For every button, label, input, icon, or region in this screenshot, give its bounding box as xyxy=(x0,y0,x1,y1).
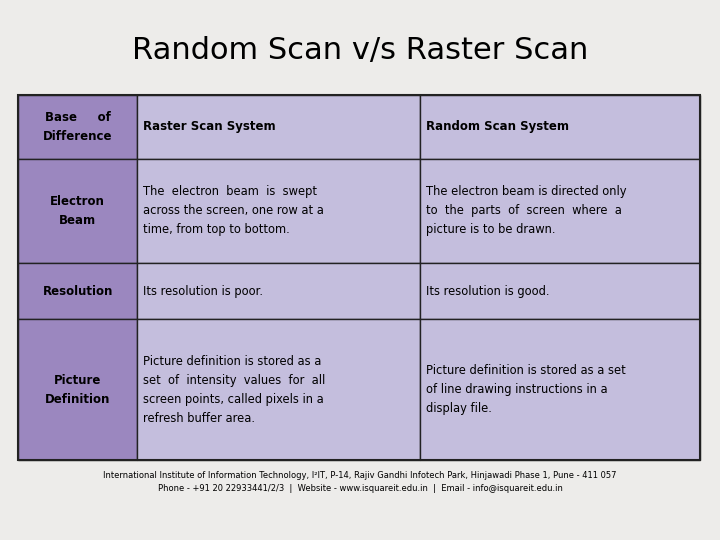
Text: Its resolution is good.: Its resolution is good. xyxy=(426,285,550,298)
Text: The electron beam is directed only
to  the  parts  of  screen  where  a
picture : The electron beam is directed only to th… xyxy=(426,185,627,237)
Text: Random Scan v/s Raster Scan: Random Scan v/s Raster Scan xyxy=(132,36,588,64)
Text: Electron
Beam: Electron Beam xyxy=(50,195,105,227)
Text: Random Scan System: Random Scan System xyxy=(426,120,570,133)
Text: Its resolution is poor.: Its resolution is poor. xyxy=(143,285,264,298)
Bar xyxy=(138,95,420,159)
Bar xyxy=(420,320,700,460)
Text: Resolution: Resolution xyxy=(42,285,113,298)
Bar xyxy=(18,320,138,460)
Bar xyxy=(18,263,138,320)
Bar xyxy=(18,95,700,460)
Bar xyxy=(420,263,700,320)
Text: Picture
Definition: Picture Definition xyxy=(45,374,110,406)
Bar xyxy=(138,320,420,460)
Text: Raster Scan System: Raster Scan System xyxy=(143,120,276,133)
Bar xyxy=(18,159,138,263)
Bar xyxy=(420,159,700,263)
Text: Base     of
Difference: Base of Difference xyxy=(43,111,112,143)
Text: Picture definition is stored as a
set  of  intensity  values  for  all
screen po: Picture definition is stored as a set of… xyxy=(143,355,325,425)
Text: International Institute of Information Technology, I²IT, P-14, Rajiv Gandhi Info: International Institute of Information T… xyxy=(103,470,617,494)
Bar xyxy=(138,263,420,320)
Text: The  electron  beam  is  swept
across the screen, one row at a
time, from top to: The electron beam is swept across the sc… xyxy=(143,185,324,237)
Bar xyxy=(18,95,138,159)
Bar xyxy=(420,95,700,159)
Bar xyxy=(138,159,420,263)
Text: Picture definition is stored as a set
of line drawing instructions in a
display : Picture definition is stored as a set of… xyxy=(426,364,626,415)
